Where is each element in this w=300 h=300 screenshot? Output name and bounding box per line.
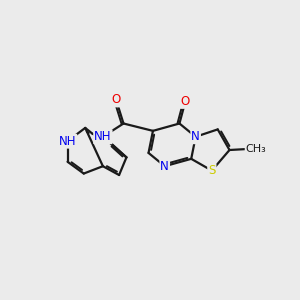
Text: CH₃: CH₃ bbox=[246, 143, 266, 154]
Text: N: N bbox=[191, 130, 200, 143]
Text: O: O bbox=[181, 95, 190, 108]
Text: NH: NH bbox=[94, 130, 112, 143]
Text: NH: NH bbox=[59, 135, 76, 148]
Text: S: S bbox=[208, 164, 215, 177]
Text: N: N bbox=[160, 160, 169, 173]
Text: O: O bbox=[112, 93, 121, 106]
